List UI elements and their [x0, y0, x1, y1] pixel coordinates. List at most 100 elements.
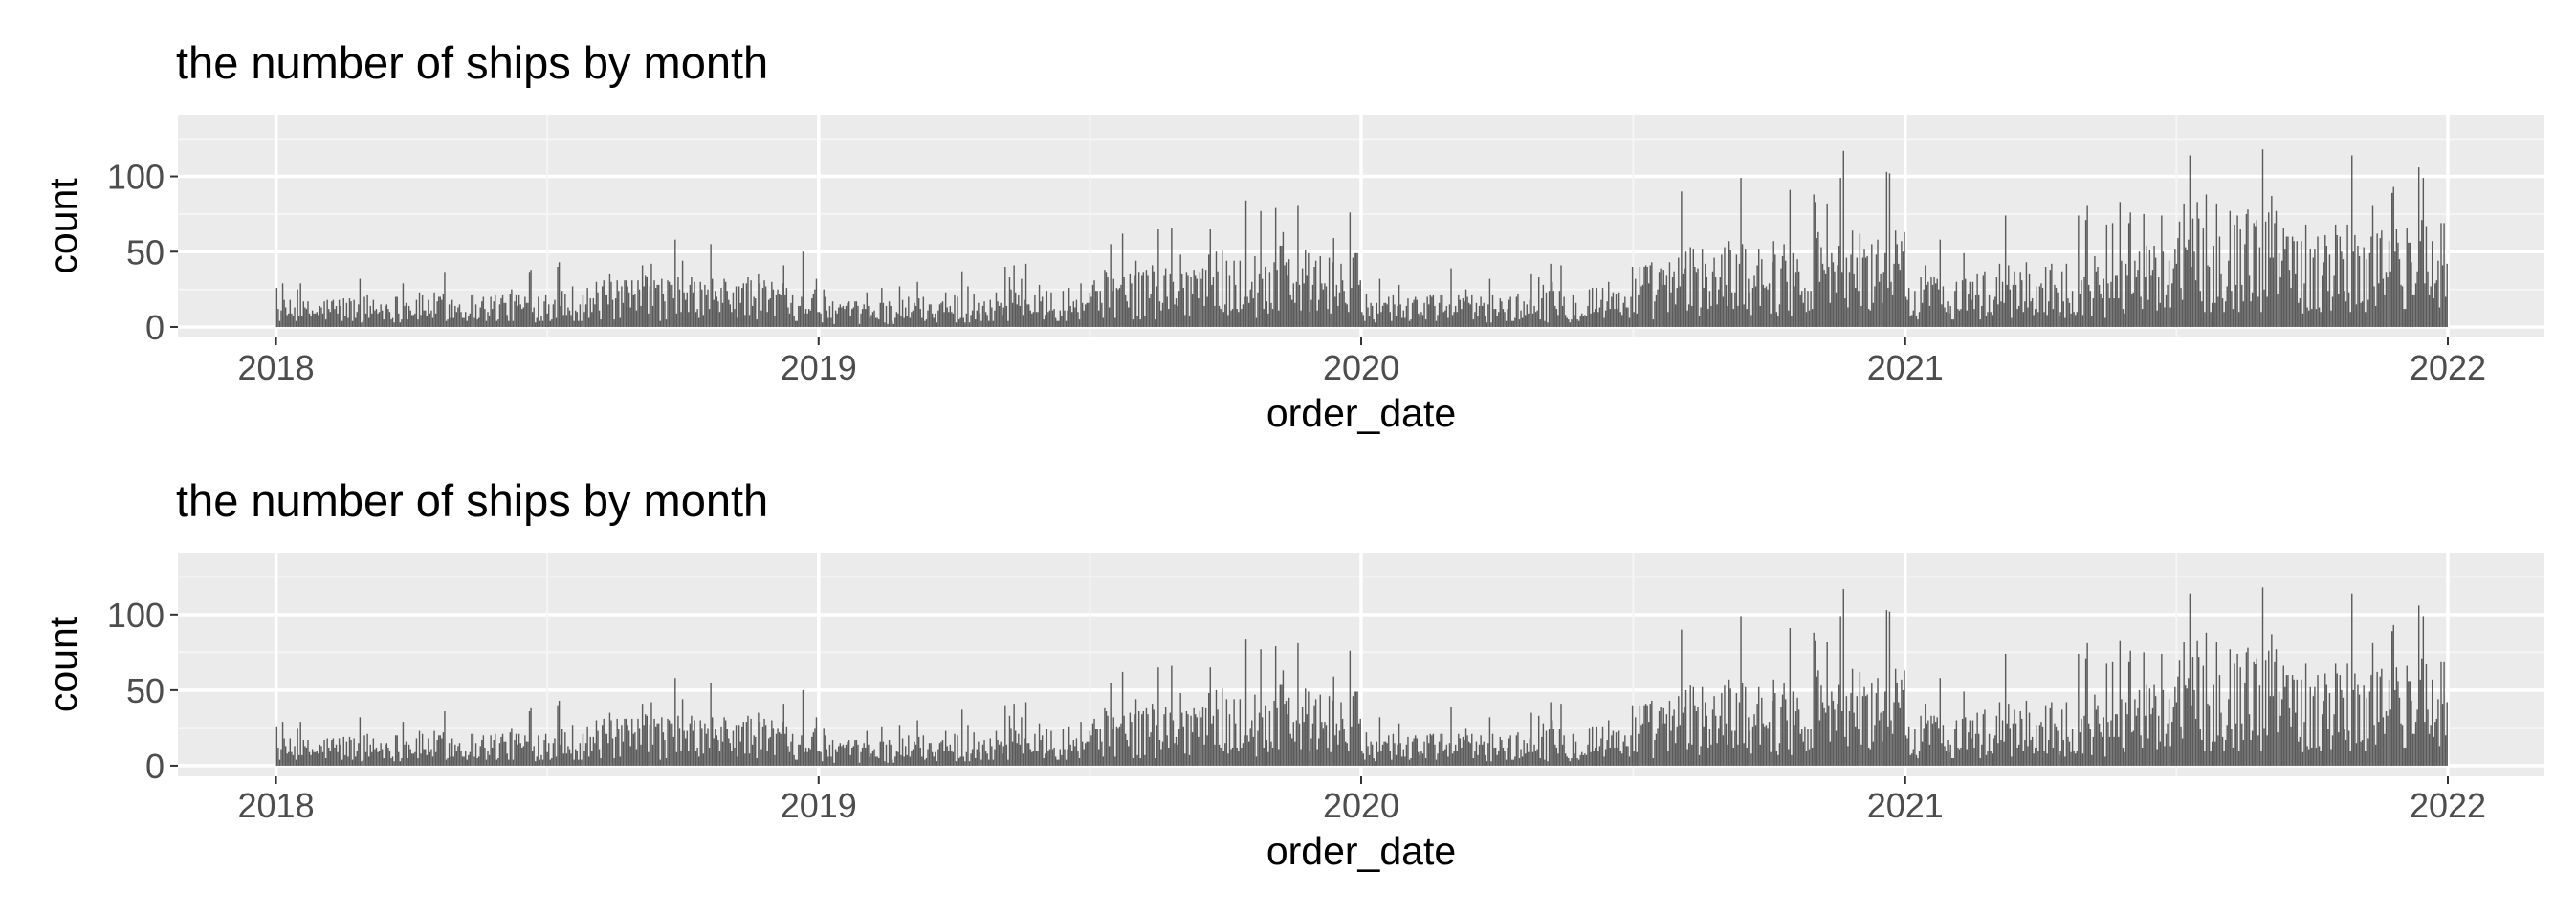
- bar: [1238, 312, 1240, 327]
- bar: [307, 740, 309, 766]
- bar: [992, 320, 995, 327]
- bar: [1969, 720, 1971, 766]
- bar: [2162, 689, 2165, 766]
- bar: [2352, 689, 2355, 766]
- bar: [591, 751, 593, 766]
- bar: [1765, 286, 1768, 327]
- bar: [1054, 317, 1057, 327]
- bar: [1090, 735, 1092, 766]
- bar: [834, 749, 837, 766]
- bar: [2205, 632, 2208, 766]
- bar: [454, 744, 456, 766]
- bar: [2245, 652, 2248, 766]
- bar: [2428, 733, 2431, 766]
- bar: [2119, 202, 2122, 327]
- bar: [348, 298, 351, 327]
- bar: [1352, 257, 1354, 327]
- bar: [318, 753, 319, 766]
- bar: [1988, 733, 1991, 766]
- bar: [2298, 741, 2300, 766]
- bar: [2040, 283, 2042, 327]
- bar: [1801, 291, 1803, 327]
- bar: [1478, 744, 1481, 766]
- bar: [407, 305, 410, 327]
- bar: [2339, 675, 2342, 766]
- bar: [421, 733, 424, 766]
- bar: [381, 310, 384, 327]
- bar: [1724, 686, 1726, 766]
- bar: [299, 283, 301, 327]
- bar: [1008, 277, 1011, 327]
- bar: [1172, 281, 1175, 327]
- bar: [418, 292, 421, 327]
- bar: [995, 730, 998, 766]
- bar: [1834, 271, 1836, 327]
- bar: [1362, 753, 1365, 766]
- bar: [1297, 642, 1299, 766]
- bar: [921, 756, 923, 766]
- bar: [2291, 675, 2294, 766]
- bar: [2001, 720, 2004, 766]
- bar: [1265, 705, 1266, 766]
- bar: [1828, 705, 1830, 766]
- bar: [448, 304, 451, 327]
- bar: [359, 278, 362, 327]
- bar: [2253, 661, 2255, 766]
- bar: [1558, 291, 1561, 327]
- bar: [1157, 228, 1159, 327]
- bar: [998, 744, 1001, 766]
- bar: [916, 281, 918, 327]
- bar: [345, 302, 348, 327]
- bar: [2095, 271, 2098, 327]
- bar: [524, 296, 526, 327]
- bar: [1469, 304, 1471, 327]
- bar: [842, 744, 845, 766]
- bar: [1930, 715, 1932, 766]
- x-tick-label: 2019: [781, 348, 857, 387]
- bar: [418, 730, 421, 766]
- bar: [560, 305, 561, 327]
- bar: [1579, 316, 1581, 327]
- bar: [1059, 749, 1062, 766]
- bar: [2201, 740, 2203, 766]
- bar: [2260, 751, 2262, 766]
- bar: [1208, 693, 1210, 766]
- bar: [485, 320, 488, 327]
- bar: [2046, 753, 2048, 766]
- bar: [2140, 296, 2142, 327]
- bar: [2153, 245, 2155, 327]
- bar: [1848, 272, 1851, 327]
- bar: [340, 744, 341, 766]
- bar: [493, 740, 495, 766]
- bar: [1215, 251, 1218, 327]
- bar: [701, 728, 703, 766]
- bar: [525, 302, 528, 327]
- bar: [342, 298, 344, 327]
- bar: [667, 280, 669, 327]
- bar: [1860, 305, 1862, 327]
- bar: [750, 718, 752, 766]
- bar: [823, 289, 825, 327]
- bar: [377, 313, 379, 327]
- bar: [1029, 749, 1031, 766]
- bar: [2151, 707, 2154, 766]
- bar: [1051, 310, 1054, 327]
- bar: [555, 317, 558, 327]
- bar: [581, 320, 583, 327]
- bar: [1402, 749, 1404, 766]
- bar: [1911, 753, 1913, 766]
- x-tick-label: 2021: [1867, 786, 1944, 825]
- bar: [1075, 738, 1078, 766]
- bar: [2336, 234, 2338, 327]
- bar: [1896, 244, 1898, 327]
- bar: [1689, 247, 1691, 327]
- bar: [412, 753, 415, 766]
- bar: [742, 283, 745, 327]
- bar: [1738, 702, 1741, 766]
- bar: [1643, 267, 1645, 327]
- bar: [417, 319, 419, 327]
- bar: [522, 307, 525, 327]
- bar: [438, 296, 440, 327]
- bar: [2199, 729, 2201, 766]
- bar: [1058, 759, 1060, 766]
